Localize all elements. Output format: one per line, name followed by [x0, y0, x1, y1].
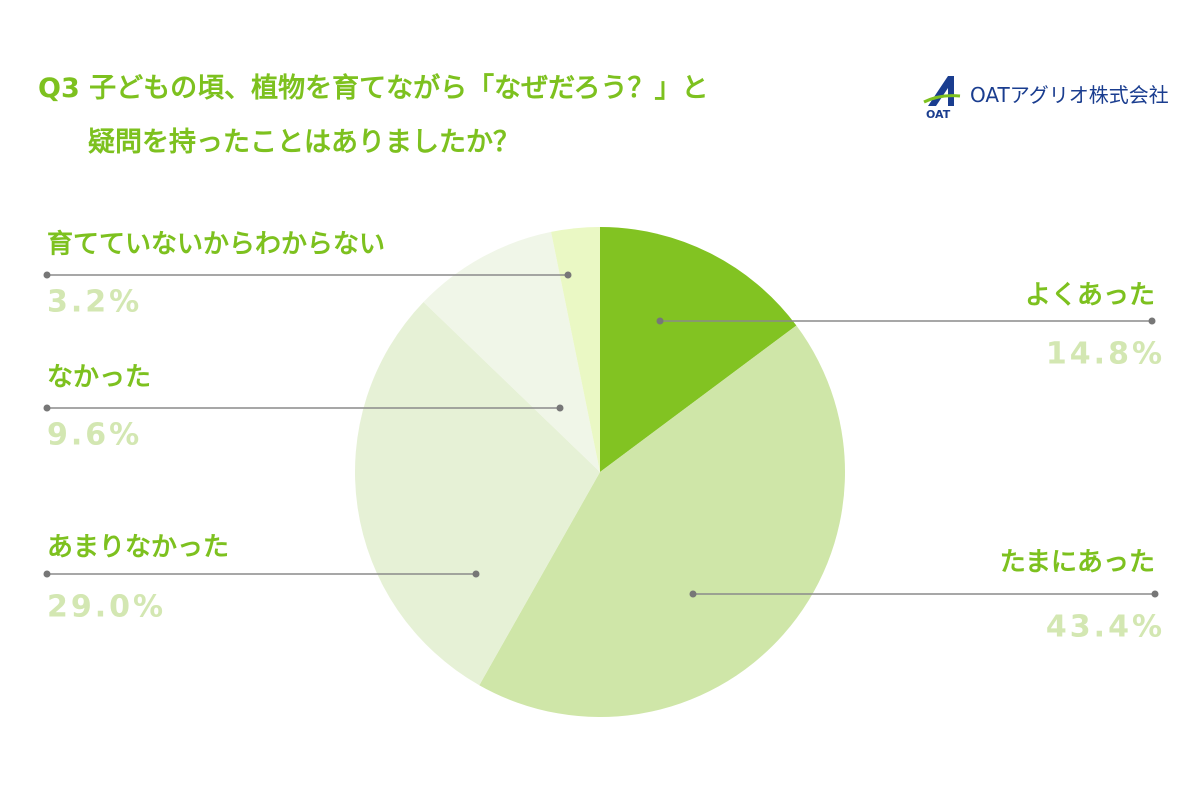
- pie-slice: [551, 227, 600, 472]
- logo-text: OATアグリオ株式会社: [970, 83, 1169, 107]
- leader-dot: [656, 317, 664, 325]
- category-label: よくあった: [1025, 281, 1155, 311]
- leader-dot: [472, 570, 480, 578]
- value-label: 29.0%: [47, 590, 166, 625]
- leader-dot: [43, 404, 51, 412]
- logo-mark: OAT: [926, 108, 951, 121]
- leader-dot: [43, 570, 51, 578]
- category-label: なかった: [47, 363, 151, 393]
- logo: OAT OATアグリオ株式会社: [923, 76, 1169, 121]
- logo-swoosh: [923, 94, 961, 104]
- value-label: 14.8%: [1046, 337, 1165, 372]
- leader-dot: [564, 271, 572, 279]
- leader-dot: [43, 271, 51, 279]
- category-label: あまりなかった: [47, 533, 229, 563]
- value-label: 3.2%: [47, 285, 142, 320]
- value-label: 43.4%: [1046, 610, 1165, 645]
- pie-slice: [479, 325, 845, 717]
- leader-dot: [1151, 590, 1159, 598]
- chart-title: Q3 子どもの頃、植物を育てながら「なぜだろう？」と 疑問を持ったことはありまし…: [38, 73, 709, 158]
- pie-slice: [423, 231, 600, 472]
- value-label: 9.6%: [47, 418, 142, 453]
- leader-dot: [689, 590, 697, 598]
- category-label: 育てていないからわからない: [47, 229, 385, 260]
- pie-slice: [355, 302, 600, 686]
- pie-slice: [600, 227, 797, 472]
- category-label: たまにあった: [1000, 548, 1155, 578]
- leader-dot: [1148, 317, 1156, 325]
- leader-dot: [556, 404, 564, 412]
